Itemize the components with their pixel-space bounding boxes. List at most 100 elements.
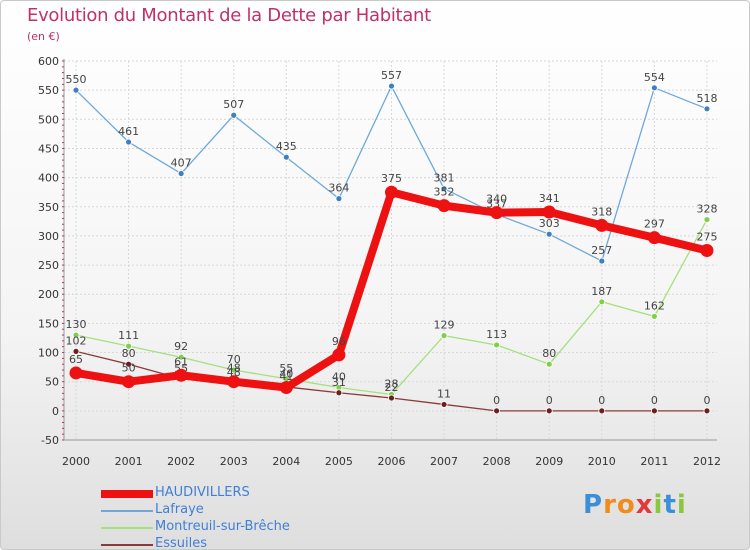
data-point [388,82,395,90]
data-label: 275 [696,231,717,244]
x-tick-label: 2007 [430,455,458,468]
data-point [598,298,606,306]
data-label: 557 [381,69,402,82]
legend-swatch [101,527,153,529]
y-tick-label: 0 [52,405,59,418]
data-point [700,244,714,257]
y-tick-label: 100 [38,347,59,360]
data-point [125,138,132,146]
data-label: 375 [381,172,402,185]
logo-letter: P [583,490,604,520]
data-label: 111 [118,329,139,342]
y-tick-label: 300 [38,230,59,243]
data-label: 381 [434,172,455,185]
data-point [230,111,238,119]
y-tick-label: 400 [38,172,59,185]
logo-letter: o [616,490,636,520]
data-label: 31 [332,376,346,389]
proxiti-logo: Proxiti [583,490,687,520]
data-point [177,353,185,361]
y-tick-label: 550 [38,84,59,97]
data-point [650,407,658,415]
data-point [650,84,658,92]
data-point [174,368,188,382]
x-tick-label: 2005 [325,455,353,468]
data-point [493,407,501,415]
data-label: 318 [591,205,612,218]
data-label: 435 [276,140,297,153]
data-label: 28 [384,378,398,391]
data-point [595,218,609,232]
chart-unit-label: (en €) [27,30,60,43]
data-label: 337 [486,197,507,210]
data-point [440,401,448,408]
data-point [703,216,711,223]
data-point [230,366,238,374]
data-point [384,185,398,199]
data-point [125,342,132,350]
data-label: 407 [171,157,192,170]
y-tick-label: 450 [38,142,59,155]
data-label: 80 [542,347,556,360]
x-tick-label: 2003 [220,455,248,468]
data-point [493,341,501,349]
chart-title: Evolution du Montant de la Dette par Hab… [27,5,431,26]
data-point [598,257,606,265]
data-label: 50 [122,362,136,375]
y-tick-label: 600 [38,55,59,68]
data-label: 96 [332,335,346,348]
y-tick-label: 200 [38,288,59,301]
data-label: 0 [598,394,605,407]
data-label: 352 [434,186,455,199]
data-label: 48 [227,366,241,379]
logo-letter: x [635,490,654,520]
data-label: 0 [493,394,500,407]
data-label: 61 [174,355,188,368]
data-label: 507 [223,98,244,111]
data-label: 48 [227,362,241,375]
y-tick-label: 500 [38,113,59,126]
data-label: 41 [279,370,293,383]
x-tick-label: 2008 [483,455,511,468]
x-tick-label: 2012 [693,455,721,468]
x-tick-label: 2004 [272,455,300,468]
data-label: 341 [539,192,560,205]
data-point [440,185,448,193]
data-point [545,407,553,415]
data-label: 55 [279,362,293,375]
data-point [282,153,290,161]
data-label: 461 [118,125,139,138]
data-label: 40 [332,371,346,384]
legend-swatch [101,510,153,512]
data-label: 162 [644,299,665,312]
logo-letter: i [653,490,664,520]
y-tick-label: -50 [41,434,59,447]
data-label: 0 [651,394,658,407]
y-tick-label: 350 [38,201,59,214]
data-label: 92 [174,340,188,353]
legend-label: Essuiles [155,536,207,550]
logo-letter: r [603,490,617,520]
data-point [542,205,556,219]
data-label: 130 [66,318,87,331]
x-tick-label: 2006 [377,455,405,468]
y-tick-label: 250 [38,259,59,272]
data-point [125,360,132,368]
data-label: 22 [384,381,398,394]
legend-label: Lafraye [155,502,204,517]
legend-swatch [101,490,153,498]
data-label: 129 [434,319,455,332]
legend-swatch [101,544,153,546]
data-label: 550 [66,73,87,86]
data-label: 554 [644,71,665,84]
data-point [332,348,346,362]
data-point [177,170,185,177]
data-label: 303 [539,217,560,230]
data-point [703,105,711,113]
data-label: 80 [122,347,136,360]
x-tick-label: 2002 [167,455,195,468]
x-tick-label: 2010 [588,455,616,468]
data-label: 518 [696,92,717,105]
